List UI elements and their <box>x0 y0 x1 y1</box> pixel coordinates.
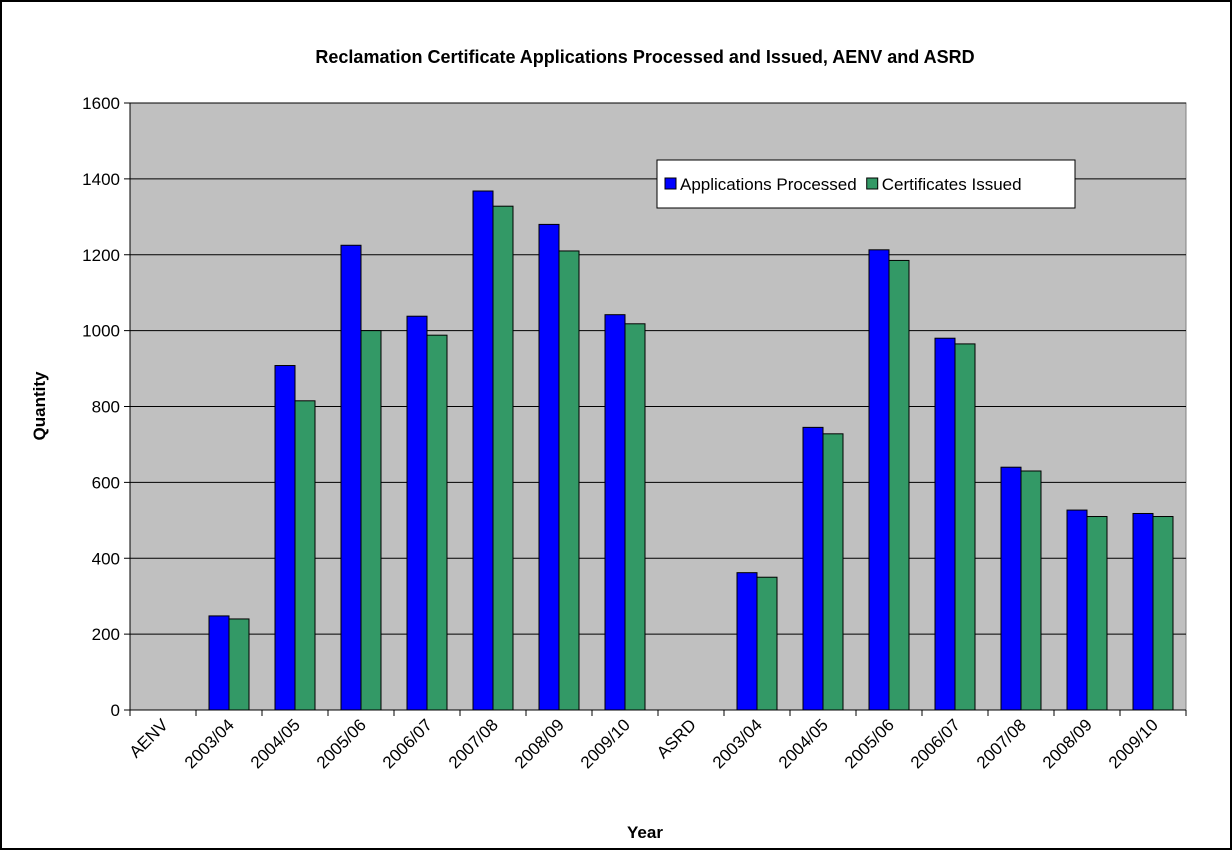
y-axis-label: Quantity <box>30 371 49 440</box>
bar <box>228 618 250 711</box>
bar <box>472 190 494 711</box>
y-tick-label: 400 <box>92 549 120 568</box>
bar <box>1066 509 1088 711</box>
bar <box>624 323 646 711</box>
bar <box>954 343 976 711</box>
bar <box>274 365 296 711</box>
bar <box>538 223 560 711</box>
y-tick-label: 0 <box>111 701 120 720</box>
bar <box>604 314 626 711</box>
bar <box>934 337 956 711</box>
chart-title: Reclamation Certificate Applications Pro… <box>315 47 974 67</box>
y-tick-label: 1400 <box>82 170 120 189</box>
bar <box>868 249 890 711</box>
bar <box>558 250 580 711</box>
bar <box>426 334 448 711</box>
legend-label: Certificates Issued <box>882 175 1022 194</box>
bar <box>340 244 362 711</box>
y-tick-label: 1600 <box>82 94 120 113</box>
bar <box>888 259 910 711</box>
legend-box <box>656 159 1076 209</box>
bar <box>736 572 758 711</box>
bar <box>492 205 514 711</box>
bar <box>1020 470 1042 711</box>
x-axis-label: Year <box>627 823 663 842</box>
bar <box>1000 466 1022 711</box>
bar <box>802 426 824 711</box>
bar <box>1152 516 1174 711</box>
bar <box>1086 516 1108 711</box>
bar <box>360 330 382 711</box>
bar <box>756 576 778 711</box>
y-tick-label: 1200 <box>82 246 120 265</box>
y-tick-label: 800 <box>92 398 120 417</box>
bar <box>208 615 230 711</box>
y-tick-label: 1000 <box>82 322 120 341</box>
bar <box>406 315 428 711</box>
legend-label: Applications Processed <box>680 175 857 194</box>
bar <box>294 400 316 711</box>
legend-swatch <box>866 177 879 190</box>
bar <box>822 433 844 711</box>
bar <box>1132 512 1154 711</box>
legend: Applications Processed Certificates Issue… <box>656 159 1076 209</box>
legend-swatch <box>664 177 677 190</box>
y-tick-label: 200 <box>92 625 120 644</box>
y-tick-label: 600 <box>92 473 120 492</box>
